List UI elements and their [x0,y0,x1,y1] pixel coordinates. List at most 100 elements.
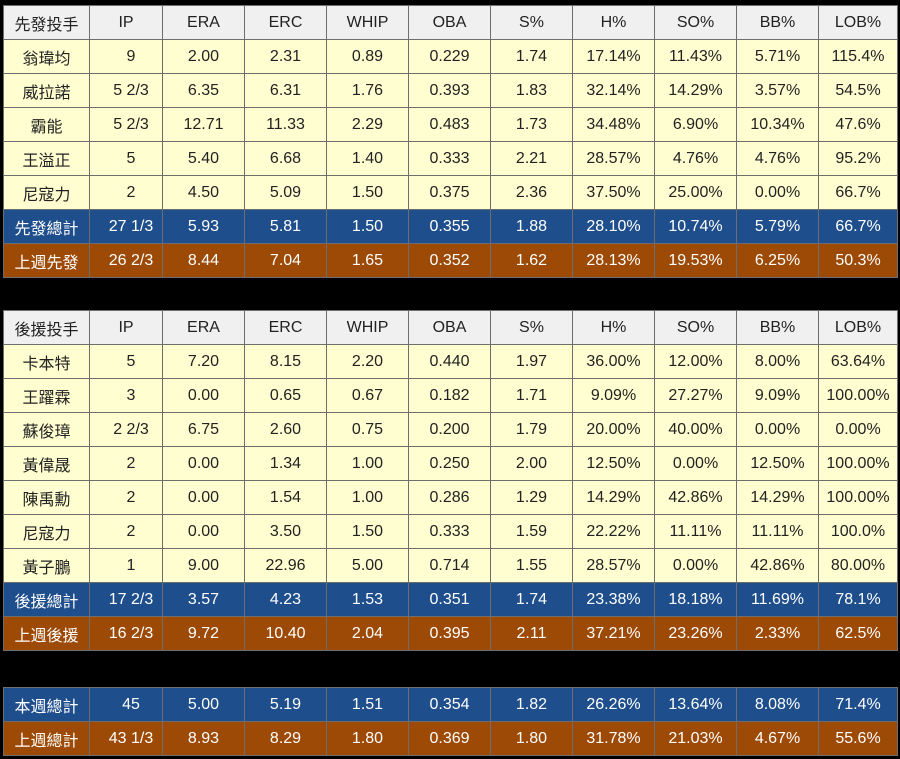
stat-cell: 0.333 [408,141,491,176]
stat-cell: 4.50 [162,175,245,210]
stat-cell: 2.00 [162,39,245,74]
stat-cell: 27.27% [654,378,737,413]
stat-cell: 9.09% [572,378,655,413]
stat-cell: 1.51 [326,687,409,722]
stat-cell: 1.34 [244,446,327,481]
stat-cell: 1.79 [490,412,573,447]
stat-cell: 5.40 [162,141,245,176]
starters-table: 先發投手 IP ERA ERC WHIP OBA S% H% SO% BB% LOB% 翁瑋均 9 2.0… [3,5,898,278]
stat-cell: 1.29 [490,480,573,515]
stat-cell: 2.11 [490,616,573,651]
stat-cell: 66.7% [818,175,898,210]
stat-cell: 1.80 [490,721,573,756]
stat-cell: 5.79% [736,209,819,244]
stat-cell: 6.31 [244,73,327,108]
stat-cell: 0.00% [654,446,737,481]
header-row: 後援投手 IP ERA ERC WHIP OBA S% H% SO% BB% LOB% [3,310,898,345]
stat-cell: 45 [89,687,163,722]
stat-cell: 22.96 [244,548,327,583]
stat-cell: 5.00 [162,687,245,722]
table-row: 蘇俊璋 2 2/3 6.75 2.60 0.75 0.200 1.79 20.00% 40.00… [3,412,898,447]
stat-cell: 1.50 [326,175,409,210]
stat-cell: 0.00 [162,514,245,549]
stat-cell: 37.50% [572,175,655,210]
column-header: SO% [654,310,737,345]
stat-cell: 2.36 [490,175,573,210]
table-row: 卡本特 5 7.20 8.15 2.20 0.440 1.97 36.00% 12.00% 8.0… [3,344,898,379]
stat-cell: 80.00% [818,548,898,583]
stat-cell: 2 [89,175,163,210]
stat-cell: 42.86% [736,548,819,583]
stat-cell: 12.00% [654,344,737,379]
stat-cell: 0.00 [162,480,245,515]
stat-cell: 0.75 [326,412,409,447]
stat-cell: 2.33% [736,616,819,651]
stat-cell: 1.97 [490,344,573,379]
stat-cell: 23.26% [654,616,737,651]
stat-cell: 55.6% [818,721,898,756]
stat-cell: 0.352 [408,243,491,278]
stat-cell: 14.29% [572,480,655,515]
stat-cell: 0.00 [162,446,245,481]
stat-cell: 115.4% [818,39,898,74]
stat-cell: 5.00 [326,548,409,583]
column-header: LOB% [818,310,898,345]
stat-cell: 1.53 [326,582,409,617]
stat-cell: 1.40 [326,141,409,176]
stat-cell: 0.67 [326,378,409,413]
stat-cell: 1.83 [490,73,573,108]
pitcher-name: 翁瑋均 [3,39,90,74]
stat-cell: 0.483 [408,107,491,142]
column-header-pitcher: 後援投手 [3,310,90,345]
stat-cell: 63.64% [818,344,898,379]
stat-cell: 1.80 [326,721,409,756]
stat-cell: 1.00 [326,480,409,515]
table-row: 尼寇力 2 0.00 3.50 1.50 0.333 1.59 22.22% 11.11% 11.… [3,514,898,549]
relievers-table: 後援投手 IP ERA ERC WHIP OBA S% H% SO% BB% LOB% 卡本特 5 7.2… [3,310,898,651]
total-row: 後援總計 17 2/3 3.57 4.23 1.53 0.351 1.74 23.38% 18.… [3,582,898,617]
table-row: 王躍霖 3 0.00 0.65 0.67 0.182 1.71 9.09% 27.27% 9.09… [3,378,898,413]
table-row: 翁瑋均 9 2.00 2.31 0.89 0.229 1.74 17.14% 11.43% 5.7… [3,39,898,74]
stat-cell: 1 [89,548,163,583]
column-header: ERC [244,310,327,345]
pitcher-name: 王溢正 [3,141,90,176]
stat-cell: 23.38% [572,582,655,617]
stat-cell: 5.81 [244,209,327,244]
stat-cell: 7.20 [162,344,245,379]
stat-cell: 3.57 [162,582,245,617]
stat-cell: 16 2/3 [89,616,163,651]
this-week-total-row: 本週總計 45 5.00 5.19 1.51 0.354 1.82 26.26% 13.64% 8… [3,687,898,722]
stat-cell: 3.50 [244,514,327,549]
pitcher-name: 尼寇力 [3,175,90,210]
stat-cell: 11.11% [736,514,819,549]
stat-cell: 5 2/3 [89,107,163,142]
pitcher-name: 本週總計 [3,687,90,722]
stat-cell: 5.19 [244,687,327,722]
stat-cell: 6.75 [162,412,245,447]
stat-cell: 0.00 [162,378,245,413]
stat-cell: 9.00 [162,548,245,583]
stat-cell: 13.64% [654,687,737,722]
stat-cell: 0.182 [408,378,491,413]
table-row: 黃子鵬 1 9.00 22.96 5.00 0.714 1.55 28.57% 0.00% 42.… [3,548,898,583]
stat-cell: 5 [89,344,163,379]
stat-cell: 25.00% [654,175,737,210]
stat-cell: 20.00% [572,412,655,447]
pitcher-name: 王躍霖 [3,378,90,413]
stat-cell: 100.0% [818,514,898,549]
stat-cell: 95.2% [818,141,898,176]
stat-cell: 26 2/3 [89,243,163,278]
stat-cell: 11.33 [244,107,327,142]
column-header: ERC [244,5,327,40]
stat-cell: 42.86% [654,480,737,515]
stat-cell: 21.03% [654,721,737,756]
stat-cell: 9.72 [162,616,245,651]
stat-cell: 6.68 [244,141,327,176]
column-header: ERA [162,310,245,345]
pitcher-name: 上週先發 [3,243,90,278]
stat-cell: 5 2/3 [89,73,163,108]
stat-cell: 17 2/3 [89,582,163,617]
stat-cell: 28.57% [572,141,655,176]
stat-cell: 71.4% [818,687,898,722]
stat-cell: 11.43% [654,39,737,74]
